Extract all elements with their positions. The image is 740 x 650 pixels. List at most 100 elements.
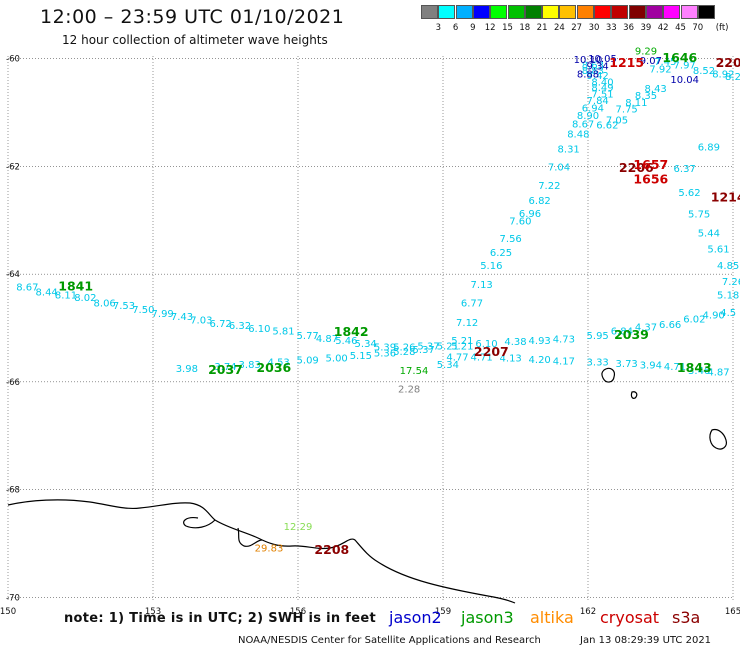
footer-credit: NOAA/NESDIS Center for Satellite Applica…	[238, 635, 541, 646]
antarctic-inlet	[183, 517, 263, 547]
wave-height-value: 10.04	[670, 75, 699, 86]
lat-tick-label: -68	[6, 486, 20, 496]
wave-height-value: 5.28	[393, 347, 415, 358]
lat-tick-label: -70	[6, 593, 20, 603]
wave-height-value: 7.97	[674, 60, 696, 71]
lon-tick-label: 150	[0, 607, 16, 617]
wave-height-value: 3.33	[587, 358, 609, 369]
lon-tick-label: 153	[145, 607, 161, 617]
pass-time-label: 2039	[614, 327, 649, 342]
color-swatch	[524, 5, 542, 19]
wave-height-value: 6.10	[248, 324, 270, 335]
wave-height-value: 4.85	[717, 261, 739, 272]
wave-height-value: 7.05	[606, 115, 628, 126]
latitude-labels: -60 -62 -64 -66 -68 -70	[6, 55, 20, 604]
wave-height-value: 4.71	[664, 362, 686, 373]
wave-height-value: 6.02	[683, 315, 705, 326]
pass-time-label: 2206	[619, 160, 654, 175]
color-scale-tick: 24	[553, 23, 565, 33]
altimeter-tracks: 8.678.448.118.028.067.537.507.997.437.03…	[16, 46, 740, 554]
pass-time-label: 1656	[633, 172, 668, 187]
wave-height-value: 6.89	[698, 142, 720, 153]
wave-height-value: 6.82	[529, 196, 551, 207]
color-swatch	[594, 5, 611, 19]
wave-height-value: 7.99	[152, 309, 174, 320]
color-swatch	[663, 5, 681, 19]
wave-height-value: 7.51	[591, 89, 613, 100]
pass-time-label: 2037	[208, 362, 243, 377]
lon-tick-label: 156	[290, 607, 306, 617]
wave-height-value: 4.13	[500, 353, 522, 364]
color-swatch	[472, 5, 490, 19]
wave-height-value: 8.49	[591, 83, 613, 94]
wave-height-value: 8.31	[558, 144, 580, 155]
color-scale-tick: 6	[452, 23, 459, 33]
wave-height-value: 6.66	[659, 320, 681, 331]
wave-height-value: 5.37	[413, 345, 435, 356]
wave-height-value: 4.87	[707, 367, 729, 378]
wave-height-value: 5.39	[374, 343, 396, 354]
wave-height-value: 4.53	[268, 358, 290, 369]
color-scale-tick: 45	[675, 23, 686, 33]
wave-height-value: 7.60	[509, 217, 531, 228]
wave-height-value: 7.26	[722, 277, 740, 288]
wave-height-value: 7.13	[471, 280, 493, 291]
wave-height-value: 4.73	[553, 335, 575, 346]
color-scale-unit: (ft)	[715, 23, 729, 33]
pass-time-label: 1657	[633, 157, 668, 172]
wave-height-value: 5.61	[707, 245, 729, 256]
pass-time-label: 1214	[711, 189, 740, 204]
wave-height-value: 6.10	[475, 339, 497, 350]
wave-height-value: 3.74	[214, 362, 236, 373]
color-swatch	[680, 5, 698, 19]
wave-height-value: 4.17	[553, 357, 575, 368]
wave-height-value: 8.40	[591, 78, 613, 89]
color-scale-tick: 27	[571, 23, 583, 33]
balleny-island-1	[601, 367, 615, 383]
wave-height-value: 4.77	[446, 352, 468, 363]
color-swatch	[645, 5, 663, 19]
wave-height-value: 5.15	[350, 351, 372, 362]
wave-height-value: 6.77	[461, 298, 483, 309]
wave-height-value: 8.92	[712, 70, 734, 81]
wave-height-value: 5.18	[717, 290, 739, 301]
lat-tick-label: -66	[6, 378, 20, 388]
color-swatch	[490, 5, 508, 19]
wave-height-value: 5.44	[698, 228, 720, 239]
wave-height-value: 5.62	[678, 188, 700, 199]
wave-height-value: 7.43	[171, 312, 193, 323]
color-swatch	[697, 5, 715, 19]
wave-height-value: 8.67	[16, 282, 38, 293]
wave-height-value: 6.84	[611, 326, 633, 337]
color-swatch	[455, 5, 473, 19]
color-swatch	[542, 5, 560, 19]
wave-height-value: 17.54	[400, 366, 429, 377]
color-scale-tick: 42	[657, 23, 669, 33]
pass-time-label: 2205	[716, 55, 740, 70]
wave-height-value: 3.73	[616, 359, 638, 370]
wave-height-value: 5.34	[355, 339, 377, 350]
wave-height-value: 9.07	[640, 56, 662, 67]
wave-height-value: 8.11	[625, 98, 647, 109]
wave-height-value: 8.11	[55, 290, 77, 301]
color-scale-tick: 12	[484, 23, 496, 33]
color-scale-tick: 3	[435, 23, 441, 33]
longitude-labels: 150 153 156 159 162 165	[0, 607, 740, 617]
coastline	[7, 367, 727, 604]
wave-height-value: 5.00	[326, 353, 348, 364]
pass-time-label: 1841	[58, 278, 93, 293]
wave-height-value: 6.62	[596, 121, 618, 132]
wave-height-value: 6.25	[490, 248, 512, 259]
wave-height-value: 9.42	[587, 71, 609, 82]
wave-height-value: 3.83	[239, 360, 261, 371]
pass-time-label: 1842	[334, 324, 369, 339]
lon-tick-label: 162	[580, 607, 596, 617]
wave-height-value: 8.52	[693, 66, 715, 77]
wave-height-value: 5.95	[587, 331, 609, 342]
wave-height-value: 7.45	[654, 57, 676, 68]
wave-height-value: 5.46	[335, 336, 357, 347]
wave-height-value: 7.75	[616, 105, 638, 116]
wave-height-value: 8.35	[635, 91, 657, 102]
color-scale-tick: 30	[588, 23, 600, 33]
